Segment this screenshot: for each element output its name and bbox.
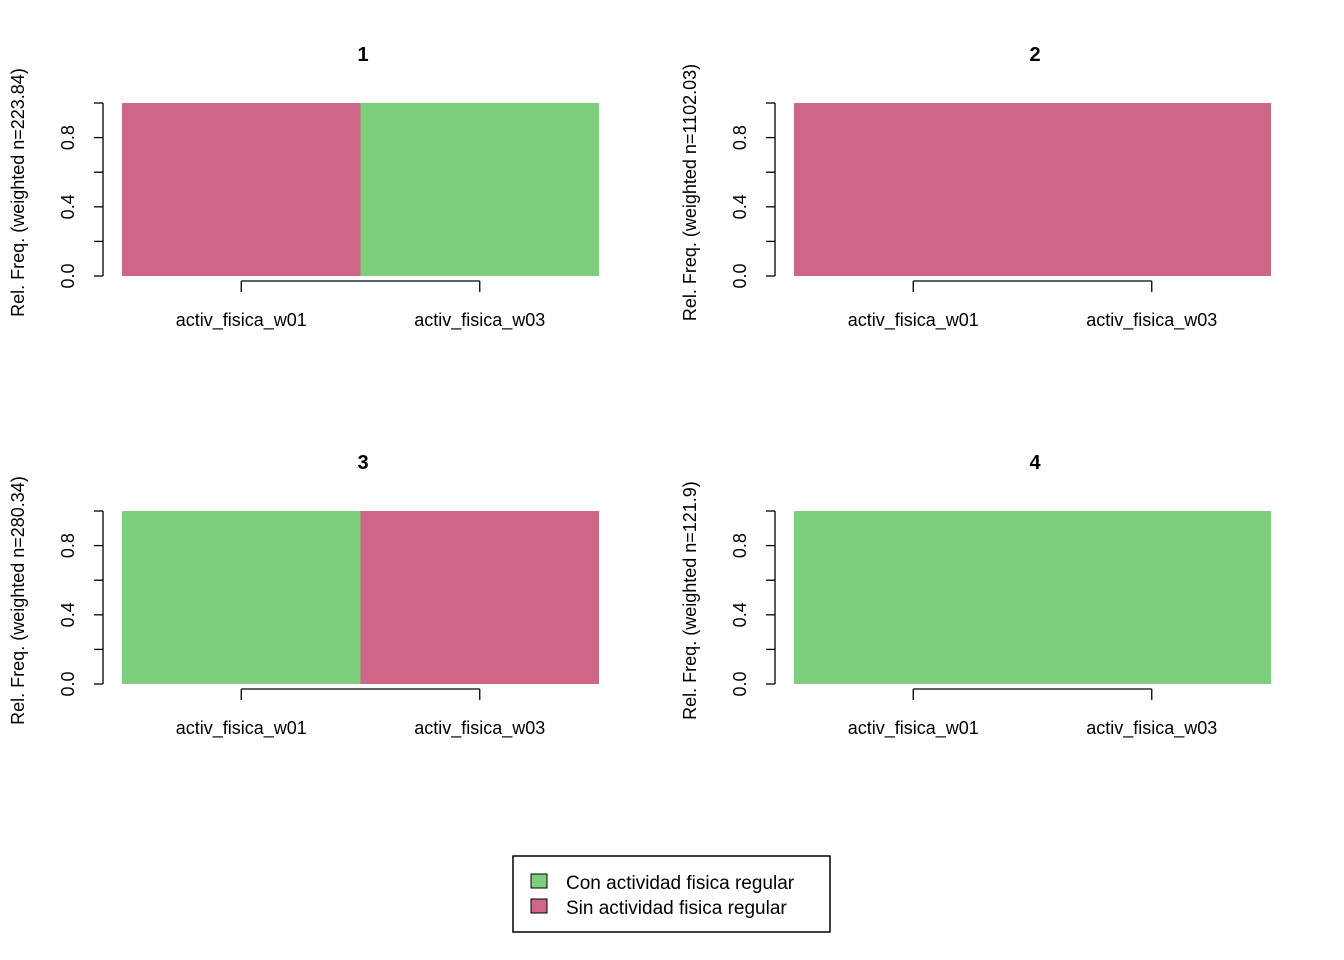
panel-3: 3 0.0 0.4 0.8 Rel. Freq. (weighted n=280.34)… (8, 452, 599, 739)
x-tick-label: activ_fisica_w01 (176, 310, 307, 331)
y-axis-label: Rel. Freq. (weighted n=223.84) (8, 68, 28, 317)
bar-activ_fisica_w03-con (1032, 511, 1271, 684)
y-tick-label: 0.4 (58, 194, 78, 219)
y-axis-label: Rel. Freq. (weighted n=121.9) (680, 481, 700, 720)
y-axis-label: Rel. Freq. (weighted n=1102.03) (680, 64, 700, 321)
x-tick-label: activ_fisica_w03 (414, 310, 545, 331)
y-tick-label: 0.0 (730, 263, 750, 288)
panel-title: 3 (357, 452, 368, 474)
y-tick-label: 0.8 (58, 533, 78, 558)
legend-label-sin: Sin actividad fisica regular (566, 898, 787, 919)
y-tick-label: 0.0 (58, 671, 78, 696)
legend: Con actividad fisica regular Sin activid… (512, 855, 831, 933)
legend-label-con: Con actividad fisica regular (566, 873, 795, 894)
y-tick-label: 0.8 (730, 125, 750, 150)
x-tick-label: activ_fisica_w03 (1086, 718, 1217, 739)
y-tick-label: 0.8 (58, 125, 78, 150)
panel-title: 1 (357, 44, 368, 66)
y-tick-label: 0.0 (730, 671, 750, 696)
x-tick-label: activ_fisica_w01 (848, 718, 979, 739)
bar-activ_fisica_w01-con (122, 511, 361, 684)
bar-activ_fisica_w01-sin (122, 103, 361, 276)
x-tick-label: activ_fisica_w03 (1086, 310, 1217, 331)
panels-group: 1 0.0 0.4 0.8 Rel. Freq. (weighted n=223.84)… (8, 44, 1271, 739)
legend-box (512, 855, 831, 933)
panel-title: 2 (1029, 44, 1040, 66)
bar-activ_fisica_w03-sin (360, 511, 599, 684)
y-axis-label: Rel. Freq. (weighted n=280.34) (8, 476, 28, 725)
bar-activ_fisica_w03-con (360, 103, 599, 276)
panel-1: 1 0.0 0.4 0.8 Rel. Freq. (weighted n=223.84)… (8, 44, 599, 331)
y-tick-label: 0.4 (730, 602, 750, 627)
legend-swatch-con (530, 873, 548, 889)
panel-4: 4 0.0 0.4 0.8 Rel. Freq. (weighted n=121.9) a… (680, 452, 1271, 739)
y-tick-label: 0.4 (58, 602, 78, 627)
x-tick-label: activ_fisica_w03 (414, 718, 545, 739)
panel-2: 2 0.0 0.4 0.8 Rel. Freq. (weighted n=1102.03… (680, 44, 1271, 331)
bar-activ_fisica_w03-sin (1032, 103, 1271, 276)
y-tick-label: 0.8 (730, 533, 750, 558)
legend-swatch-sin (530, 898, 548, 914)
panel-title: 4 (1029, 452, 1041, 474)
x-tick-label: activ_fisica_w01 (176, 718, 307, 739)
y-tick-label: 0.0 (58, 263, 78, 288)
y-tick-label: 0.4 (730, 194, 750, 219)
x-tick-label: activ_fisica_w01 (848, 310, 979, 331)
bar-activ_fisica_w01-con (794, 511, 1033, 684)
bar-activ_fisica_w01-sin (794, 103, 1033, 276)
